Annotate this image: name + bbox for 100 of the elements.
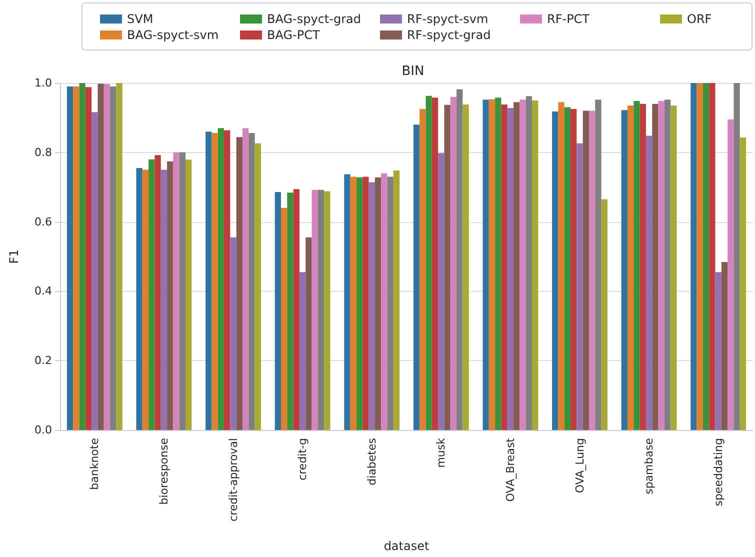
bar <box>426 96 432 430</box>
legend-label: BAG-spyct-svm <box>127 28 219 42</box>
bar <box>670 106 677 430</box>
bar <box>664 100 671 430</box>
legend-label: RF-spyct-grad <box>407 28 491 42</box>
bar <box>167 161 174 430</box>
bar <box>532 100 538 430</box>
bar <box>740 137 746 430</box>
bar <box>595 100 602 430</box>
bar <box>254 143 261 430</box>
bar <box>438 153 444 430</box>
bar <box>576 143 583 430</box>
bar <box>413 124 420 430</box>
bar <box>634 101 640 430</box>
bar <box>136 168 142 430</box>
bar <box>248 132 255 430</box>
bar <box>66 86 74 430</box>
bar <box>350 176 356 430</box>
bar <box>179 152 186 430</box>
bar <box>734 83 740 430</box>
bar <box>570 109 577 430</box>
bar <box>526 96 532 430</box>
legend-label: RF-PCT <box>547 12 590 26</box>
x-tick-label: musk <box>434 437 448 468</box>
bar <box>621 110 628 430</box>
bar <box>324 191 330 430</box>
legend-label: BAG-spyct-grad <box>267 12 361 26</box>
bar <box>715 272 722 430</box>
x-tick-label: spambase <box>642 438 656 494</box>
legend-label: RF-spyct-svm <box>407 12 488 26</box>
bar <box>690 83 697 430</box>
bar <box>495 98 502 430</box>
bar <box>456 89 463 430</box>
bar <box>374 177 382 430</box>
bar <box>450 96 457 430</box>
bar <box>274 192 281 430</box>
bar <box>482 100 489 430</box>
x-tick-label: credit-g <box>296 438 310 480</box>
bar <box>362 176 369 430</box>
bar <box>224 130 230 430</box>
bar <box>501 104 508 430</box>
legend-label: BAG-PCT <box>267 28 320 42</box>
bar <box>299 272 306 430</box>
bar <box>601 199 608 430</box>
bar <box>696 83 703 430</box>
bar <box>721 262 728 430</box>
y-tick-label: 1.0 <box>34 76 52 90</box>
bar <box>393 170 400 430</box>
bar <box>92 112 98 430</box>
bar <box>627 106 634 430</box>
bar <box>293 189 300 430</box>
bar <box>73 86 80 430</box>
bar <box>186 160 192 430</box>
bar <box>142 170 149 430</box>
bar <box>702 83 710 430</box>
y-tick-label: 0.6 <box>34 215 52 228</box>
legend-label: ORF <box>687 12 712 26</box>
bar <box>444 104 450 430</box>
bar <box>212 132 218 430</box>
x-axis-title: dataset <box>384 539 430 553</box>
bar <box>507 108 514 430</box>
bar <box>646 136 652 430</box>
bar <box>242 128 249 430</box>
bar <box>462 104 469 430</box>
bar <box>230 237 236 430</box>
x-tick-label: OVA_Breast <box>504 437 517 502</box>
bar <box>154 155 161 430</box>
bar <box>344 174 350 430</box>
bar <box>709 83 716 430</box>
bar <box>85 87 92 430</box>
y-axis-title: F1 <box>7 249 21 264</box>
bar <box>420 109 426 430</box>
y-tick-label: 0.0 <box>34 424 52 436</box>
bar <box>588 110 596 430</box>
y-tick-label: 0.2 <box>34 354 52 368</box>
x-tick-label: OVA_Lung <box>573 438 586 494</box>
bar <box>280 208 288 430</box>
bar <box>312 190 318 430</box>
bar <box>79 83 86 430</box>
bar <box>104 84 110 430</box>
x-tick-label: bioresponse <box>157 438 170 505</box>
bar <box>356 177 363 430</box>
x-tick-label: speeddating <box>712 438 725 506</box>
bar <box>148 159 155 430</box>
bar <box>558 102 564 430</box>
bar <box>381 173 388 430</box>
bar <box>206 132 212 430</box>
chart-title: BIN <box>402 64 424 79</box>
bar <box>318 190 324 430</box>
bar <box>306 237 312 430</box>
bar <box>116 83 122 430</box>
bar <box>160 170 168 430</box>
bar <box>488 99 496 430</box>
bar <box>218 128 224 430</box>
bar <box>520 100 526 430</box>
bar <box>552 111 558 430</box>
bar <box>640 104 646 430</box>
bar <box>582 110 589 430</box>
bar <box>652 104 658 430</box>
x-tick-label: credit-approval <box>226 438 240 522</box>
